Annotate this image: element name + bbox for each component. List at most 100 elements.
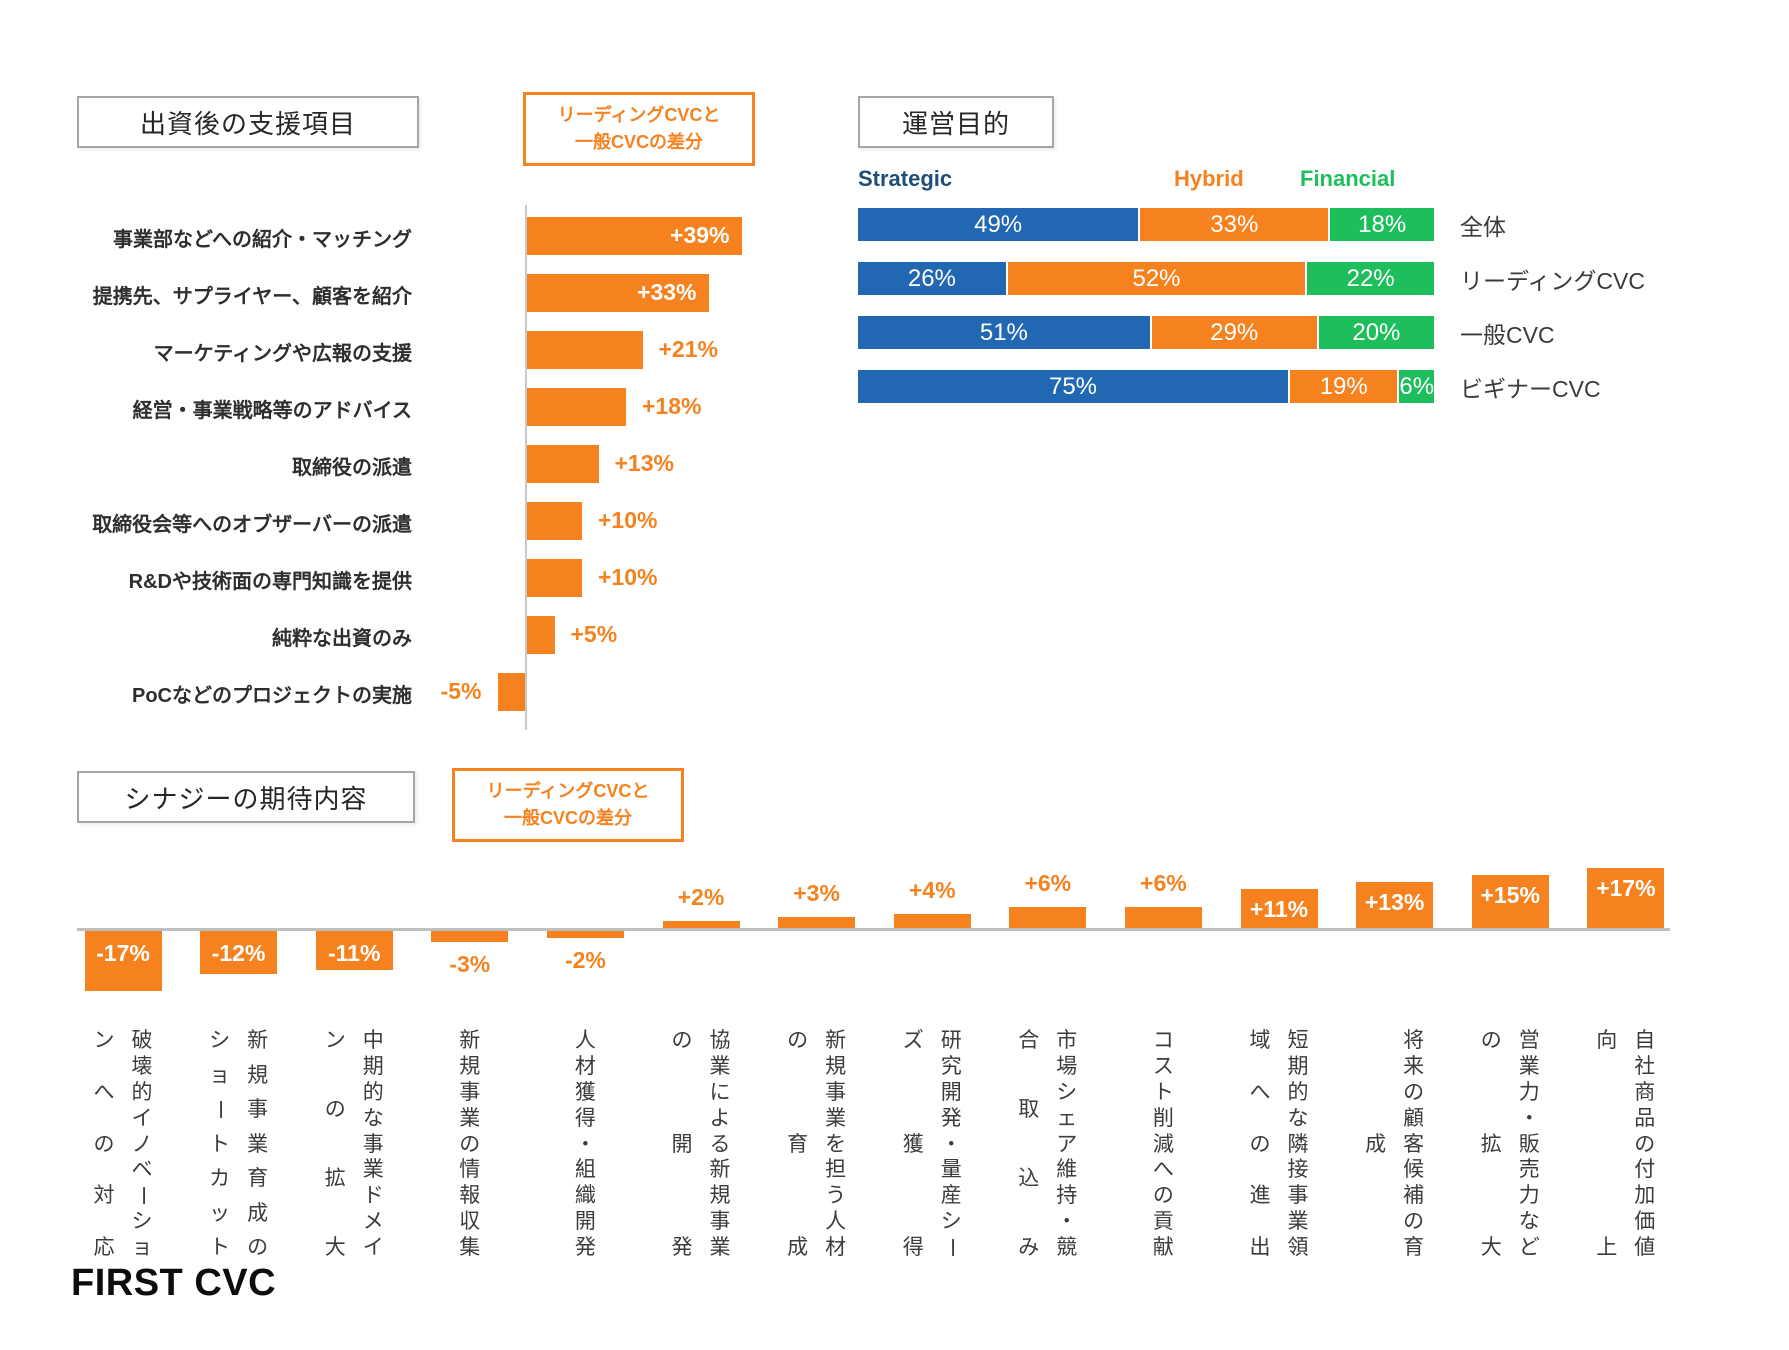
synergy-axis bbox=[77, 928, 1670, 931]
support-category-label: マーケティングや広報の支援 bbox=[153, 343, 412, 365]
synergy-value-label: -11% bbox=[327, 940, 381, 966]
synergy-bar bbox=[1587, 867, 1665, 928]
synergy-bar bbox=[546, 931, 624, 939]
synergy-category-column: 成 bbox=[1365, 1132, 1387, 1156]
purpose-row: 75% 19% 6% bbox=[858, 370, 1434, 403]
synergy-value-label: -3% bbox=[449, 950, 491, 977]
synergy-value-label: +17% bbox=[1596, 874, 1656, 901]
synergy-category-label: 将来の顧客候補の育成 bbox=[1325, 1030, 1465, 1258]
synergy-category-column: 破壊的イノベーショ bbox=[130, 1029, 154, 1259]
purpose-segment-hybrid: 29% bbox=[1151, 316, 1317, 349]
support-chart-title: 出資後の支援項目 bbox=[77, 96, 419, 148]
purpose-row: 49% 33% 18% bbox=[858, 208, 1434, 241]
synergy-bar bbox=[778, 917, 856, 928]
purpose-segment-financial: 22% bbox=[1307, 262, 1434, 295]
legend-hybrid: Hybrid bbox=[1174, 166, 1244, 191]
support-value-label: +10% bbox=[598, 564, 658, 590]
synergy-value-label: +13% bbox=[1364, 888, 1425, 915]
purpose-segment-hybrid: 33% bbox=[1140, 208, 1329, 241]
support-bar bbox=[527, 559, 582, 597]
synergy-bar bbox=[431, 931, 509, 942]
synergy-category-column: 新規事業の情報収集 bbox=[459, 1029, 481, 1259]
support-chart-callout: リーディングCVCと 一般CVCの差分 bbox=[523, 92, 755, 166]
support-bar bbox=[527, 502, 582, 540]
support-category-label: 純粋な出資のみ bbox=[272, 628, 412, 650]
support-value-label: -5% bbox=[440, 678, 482, 704]
synergy-category-column: ショートカット bbox=[208, 1029, 232, 1259]
purpose-segment-financial: 20% bbox=[1318, 316, 1434, 349]
synergy-category-column: 短期的な隣接事業領 bbox=[1287, 1029, 1309, 1259]
synergy-bar bbox=[1124, 906, 1202, 928]
synergy-value-label: +6% bbox=[1024, 869, 1072, 896]
support-value-label: +13% bbox=[614, 450, 674, 476]
purpose-row-label: 一般CVC bbox=[1460, 321, 1555, 348]
synergy-value-label: +2% bbox=[677, 883, 725, 910]
synergy-category-column: ンの拡大 bbox=[324, 1029, 346, 1259]
synergy-chart-title: シナジーの期待内容 bbox=[77, 771, 415, 823]
purpose-row: 51% 29% 20% bbox=[858, 316, 1434, 349]
synergy-bar bbox=[1009, 906, 1087, 928]
support-axis bbox=[525, 205, 527, 730]
synergy-value-label: +3% bbox=[793, 880, 840, 907]
support-category-label: 取締役の派遣 bbox=[292, 457, 412, 479]
purpose-row-label: リーディングCVC bbox=[1460, 267, 1645, 294]
synergy-category-label: 協業による新規事業の開発 bbox=[631, 1030, 771, 1258]
synergy-category-column: 域への進出 bbox=[1249, 1029, 1271, 1259]
synergy-category-label: 市場シェア維持・競合取込み bbox=[978, 1030, 1118, 1258]
support-category-label: 経営・事業戦略等のアドバイス bbox=[132, 400, 412, 422]
synergy-value-label: +15% bbox=[1480, 881, 1540, 908]
synergy-category-label: コスト削減への貢献 bbox=[1093, 1030, 1233, 1258]
synergy-category-label: 新規事業育成のショートカット bbox=[169, 1030, 309, 1258]
synergy-category-column: の育成 bbox=[787, 1029, 809, 1259]
synergy-callout-line-1: リーディングCVCと bbox=[486, 781, 650, 801]
synergy-category-column: 向上 bbox=[1596, 1029, 1618, 1259]
purpose-segment-financial: 18% bbox=[1330, 208, 1434, 241]
synergy-category-column: 協業による新規事業 bbox=[709, 1029, 731, 1259]
synergy-bar bbox=[1356, 881, 1434, 928]
synergy-callout-line-2: 一般CVCの差分 bbox=[503, 808, 632, 828]
synergy-bar bbox=[84, 931, 162, 992]
synergy-category-label: 新規事業を担う人材の育成 bbox=[747, 1030, 887, 1258]
synergy-category-column: ズ獲得 bbox=[902, 1029, 924, 1259]
synergy-value-label: +11% bbox=[1249, 895, 1309, 922]
synergy-category-column: 市場シェア維持・競 bbox=[1056, 1029, 1078, 1259]
first-cvc-logo: FIRST CVC bbox=[71, 1262, 277, 1304]
purpose-segment-strategic: 26% bbox=[858, 262, 1006, 295]
synergy-bar bbox=[1471, 874, 1549, 928]
purpose-row: 26% 52% 22% bbox=[858, 262, 1434, 295]
support-bar bbox=[527, 388, 626, 426]
synergy-bar bbox=[315, 931, 393, 971]
synergy-category-column: 人材獲得・組織開発 bbox=[574, 1029, 596, 1259]
synergy-category-column: 自社商品の付加価値 bbox=[1634, 1029, 1656, 1259]
purpose-chart-title: 運営目的 bbox=[858, 96, 1054, 148]
synergy-category-label: 破壊的イノベーションへの対応 bbox=[53, 1030, 193, 1258]
purpose-row-label: ビギナーCVC bbox=[1460, 375, 1601, 402]
synergy-category-column: 中期的な事業ドメイ bbox=[362, 1029, 384, 1259]
synergy-value-label: +6% bbox=[1140, 869, 1187, 896]
synergy-category-label: 研究開発・量産シーズ獲得 bbox=[862, 1030, 1002, 1258]
synergy-category-column: 新規事業育成の bbox=[247, 1029, 269, 1259]
synergy-bar bbox=[1240, 888, 1318, 928]
support-callout-line-2: 一般CVCの差分 bbox=[574, 132, 703, 152]
support-bar bbox=[527, 445, 599, 483]
support-category-label: R&Dや技術面の専門知識を提供 bbox=[128, 571, 412, 593]
synergy-value-label: -17% bbox=[96, 940, 150, 966]
support-category-label: 提携先、サプライヤー、顧客を紹介 bbox=[92, 286, 412, 308]
support-bar bbox=[527, 217, 742, 255]
synergy-category-label: 短期的な隣接事業領域への進出 bbox=[1209, 1030, 1349, 1258]
synergy-category-label: 自社商品の付加価値向上 bbox=[1556, 1030, 1696, 1258]
synergy-category-column: 将来の顧客候補の育 bbox=[1403, 1029, 1425, 1259]
synergy-category-column: 研究開発・量産シー bbox=[939, 1029, 963, 1258]
synergy-category-column: コスト削減への貢献 bbox=[1152, 1029, 1174, 1259]
purpose-row-label: 全体 bbox=[1460, 213, 1506, 240]
synergy-category-label: 人材獲得・組織開発 bbox=[515, 1030, 655, 1258]
purpose-segment-hybrid: 52% bbox=[1007, 262, 1306, 295]
support-category-label: 取締役会等へのオブザーバーの派遣 bbox=[92, 514, 412, 536]
synergy-category-column: の拡大 bbox=[1480, 1029, 1502, 1259]
support-bar bbox=[527, 331, 643, 369]
purpose-segment-financial: 6% bbox=[1399, 370, 1434, 403]
synergy-bar bbox=[200, 931, 278, 974]
support-bar bbox=[527, 616, 555, 654]
synergy-value-label: -12% bbox=[211, 940, 266, 966]
